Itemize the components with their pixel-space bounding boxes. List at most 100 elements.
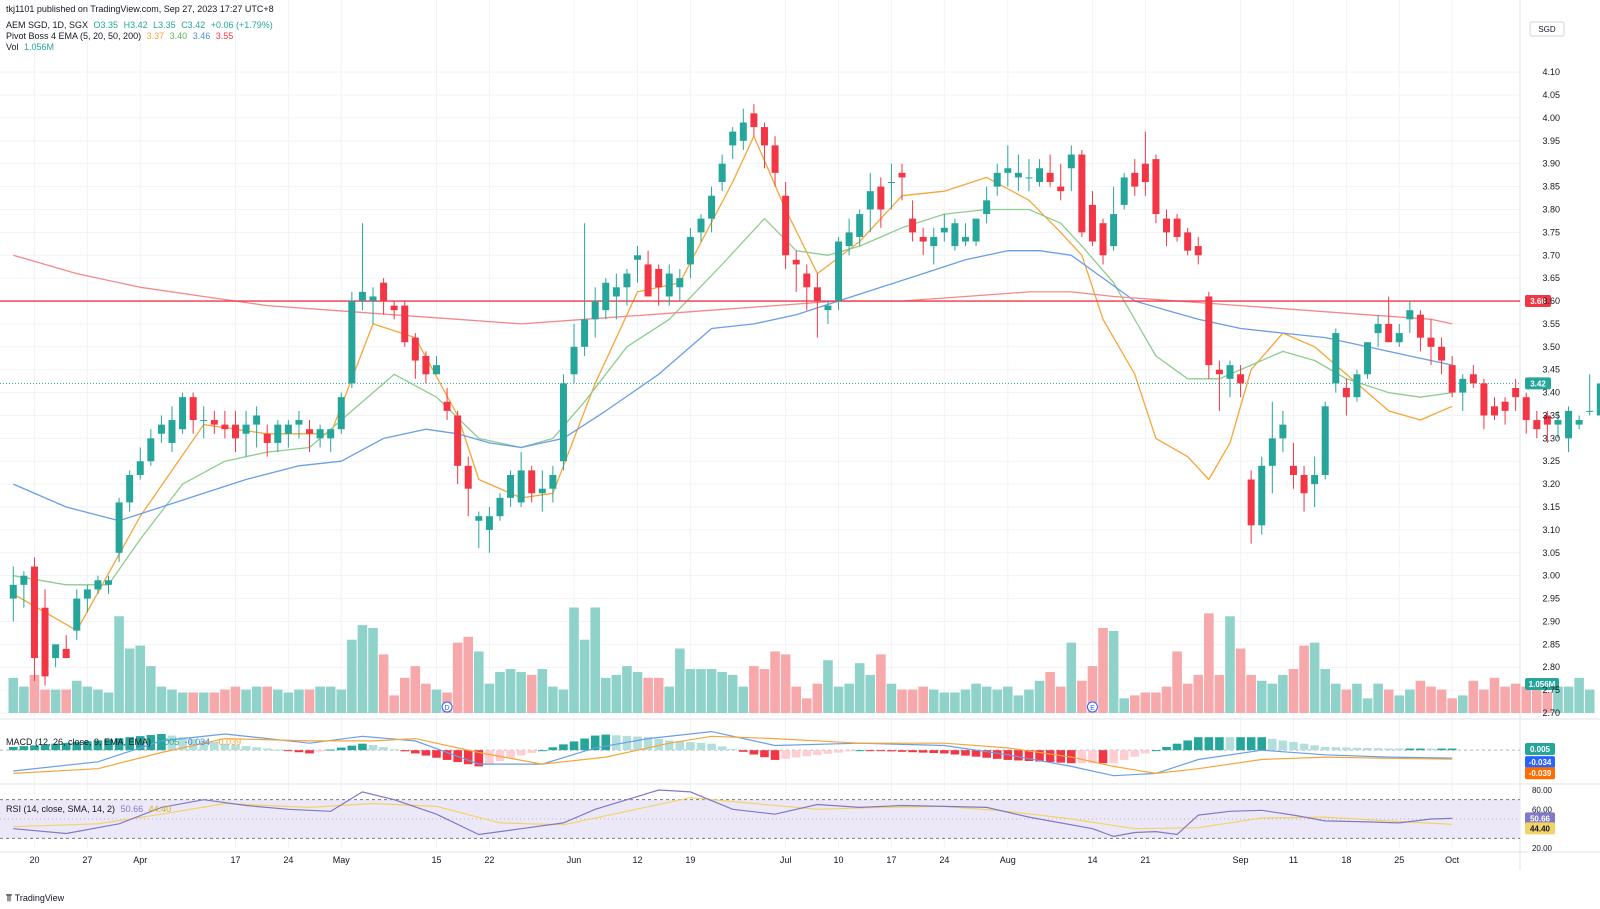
volume-bar (844, 683, 854, 713)
macd-histogram-bar (432, 750, 441, 758)
macd-histogram-bar (781, 750, 790, 759)
candle-body (1459, 378, 1467, 393)
currency-label: SGD (1538, 25, 1556, 34)
volume-bar (1288, 669, 1299, 713)
candle-body (1247, 479, 1255, 526)
volume-bar (812, 683, 823, 713)
volume-bar (1034, 680, 1045, 713)
candle-body (792, 259, 800, 265)
volume-bar (103, 692, 114, 713)
volume-bar (1553, 686, 1563, 713)
volume-bar (537, 669, 548, 713)
macd-histogram-bar (1151, 750, 1161, 752)
time-axis: 20 27 Apr 17 24 May 15 22 Jun 12 19 Jul 10 17 24 Aug 14 2… (29, 855, 1459, 865)
price-tick-label: 3.35 (1542, 410, 1560, 420)
candle-body (1078, 154, 1086, 233)
macd-value-label: -0.034 (1529, 758, 1552, 767)
price-tick-label: 3.05 (1542, 548, 1560, 558)
volume-bar (1563, 686, 1574, 713)
macd-histogram-bar (580, 738, 589, 751)
candle-body (1004, 168, 1012, 173)
time-tick-label: 19 (685, 855, 695, 865)
candle-body (348, 301, 356, 384)
volume-bar (93, 689, 103, 713)
ema50-value: 3.46 (192, 31, 211, 41)
volume-bar (1394, 695, 1405, 713)
volume-bar (399, 677, 410, 713)
price-tick-label: 3.45 (1542, 365, 1560, 375)
volume-bar (230, 686, 241, 713)
macd-histogram-bar (548, 747, 558, 751)
macd-histogram-bar (1162, 746, 1171, 751)
volume-bar (209, 692, 220, 713)
candle-body (284, 424, 292, 434)
candle-body (1300, 474, 1308, 494)
time-tick-label: Jul (780, 855, 792, 865)
rsi-value-label: 50.66 (1530, 814, 1551, 823)
candle-body (41, 607, 49, 677)
candle-body (644, 264, 652, 297)
volume-bar (1214, 674, 1225, 713)
macd-histogram-bar (400, 750, 410, 752)
change-value: +0.06 (+1.79%) (210, 20, 273, 30)
volume-bar (1468, 680, 1479, 713)
time-tick-label: 22 (484, 855, 494, 865)
macd-histogram-bar (1215, 737, 1224, 751)
macd-histogram-bar (262, 748, 272, 751)
candle-body (327, 429, 335, 439)
macd-value-label: -0.039 (1529, 769, 1552, 778)
volume-bar (854, 663, 865, 713)
macd-histogram-bar (950, 750, 960, 755)
candle-body (1395, 333, 1403, 343)
volume-bar (82, 686, 93, 713)
candle-body (83, 589, 91, 599)
candle-body (242, 424, 250, 434)
candle-body (940, 227, 948, 233)
macd-histogram-bar (315, 750, 325, 752)
symbol-line: AEM SGD, 1D, SGX O3.35 H3.42 L3.35 C3.42… (6, 20, 276, 31)
volume-bar (1415, 680, 1426, 713)
candle-body (1353, 374, 1361, 398)
macd-histogram-bar (664, 740, 674, 751)
macd-histogram-bar (93, 740, 103, 751)
macd-histogram-bar (157, 733, 166, 751)
price-tick-label: 3.25 (1542, 456, 1560, 466)
time-tick-label: 24 (283, 855, 293, 865)
candle-body (1554, 420, 1562, 425)
macd-histogram-bar (72, 742, 82, 751)
time-tick-label: 17 (886, 855, 896, 865)
candle-body (845, 232, 853, 247)
time-tick-label: 20 (29, 855, 39, 865)
macd-histogram-bar (717, 746, 727, 751)
volume-bar (950, 692, 960, 713)
volume-bar (1077, 680, 1087, 713)
candle-body (1258, 465, 1266, 526)
volume-bar (156, 686, 167, 713)
candle-body (1014, 172, 1022, 178)
volume-bar (1204, 613, 1214, 713)
macd-histogram-bar (1278, 740, 1288, 751)
candle-body (887, 182, 895, 184)
price-tick-label: 3.55 (1542, 319, 1560, 329)
volume-bar (727, 674, 738, 713)
macd-histogram-bar (622, 735, 632, 751)
time-tick-label: 27 (82, 855, 92, 865)
volume-bar (791, 686, 801, 713)
candle-body (507, 474, 515, 498)
macd-histogram-bar (358, 743, 367, 751)
price-tick-label: 3.10 (1542, 525, 1560, 535)
macd-histogram-bar (347, 745, 357, 751)
macd-histogram-bar (1363, 748, 1372, 751)
candle-body (1141, 163, 1149, 183)
price-tick-label: 3.50 (1542, 342, 1560, 352)
candle-body (983, 200, 991, 215)
tradingview-logo[interactable]: ⫪ TradingView (6, 893, 64, 904)
volume-bar (960, 689, 971, 713)
candle-body (665, 273, 673, 297)
candle-body (612, 287, 620, 297)
candle-body (718, 163, 726, 183)
volume-bar (939, 692, 950, 713)
candle-body (697, 218, 705, 233)
volume-bar (1309, 642, 1320, 713)
ema-legend: Pivot Boss 4 EMA (5, 20, 50, 200) 3.37 3… (6, 31, 236, 42)
